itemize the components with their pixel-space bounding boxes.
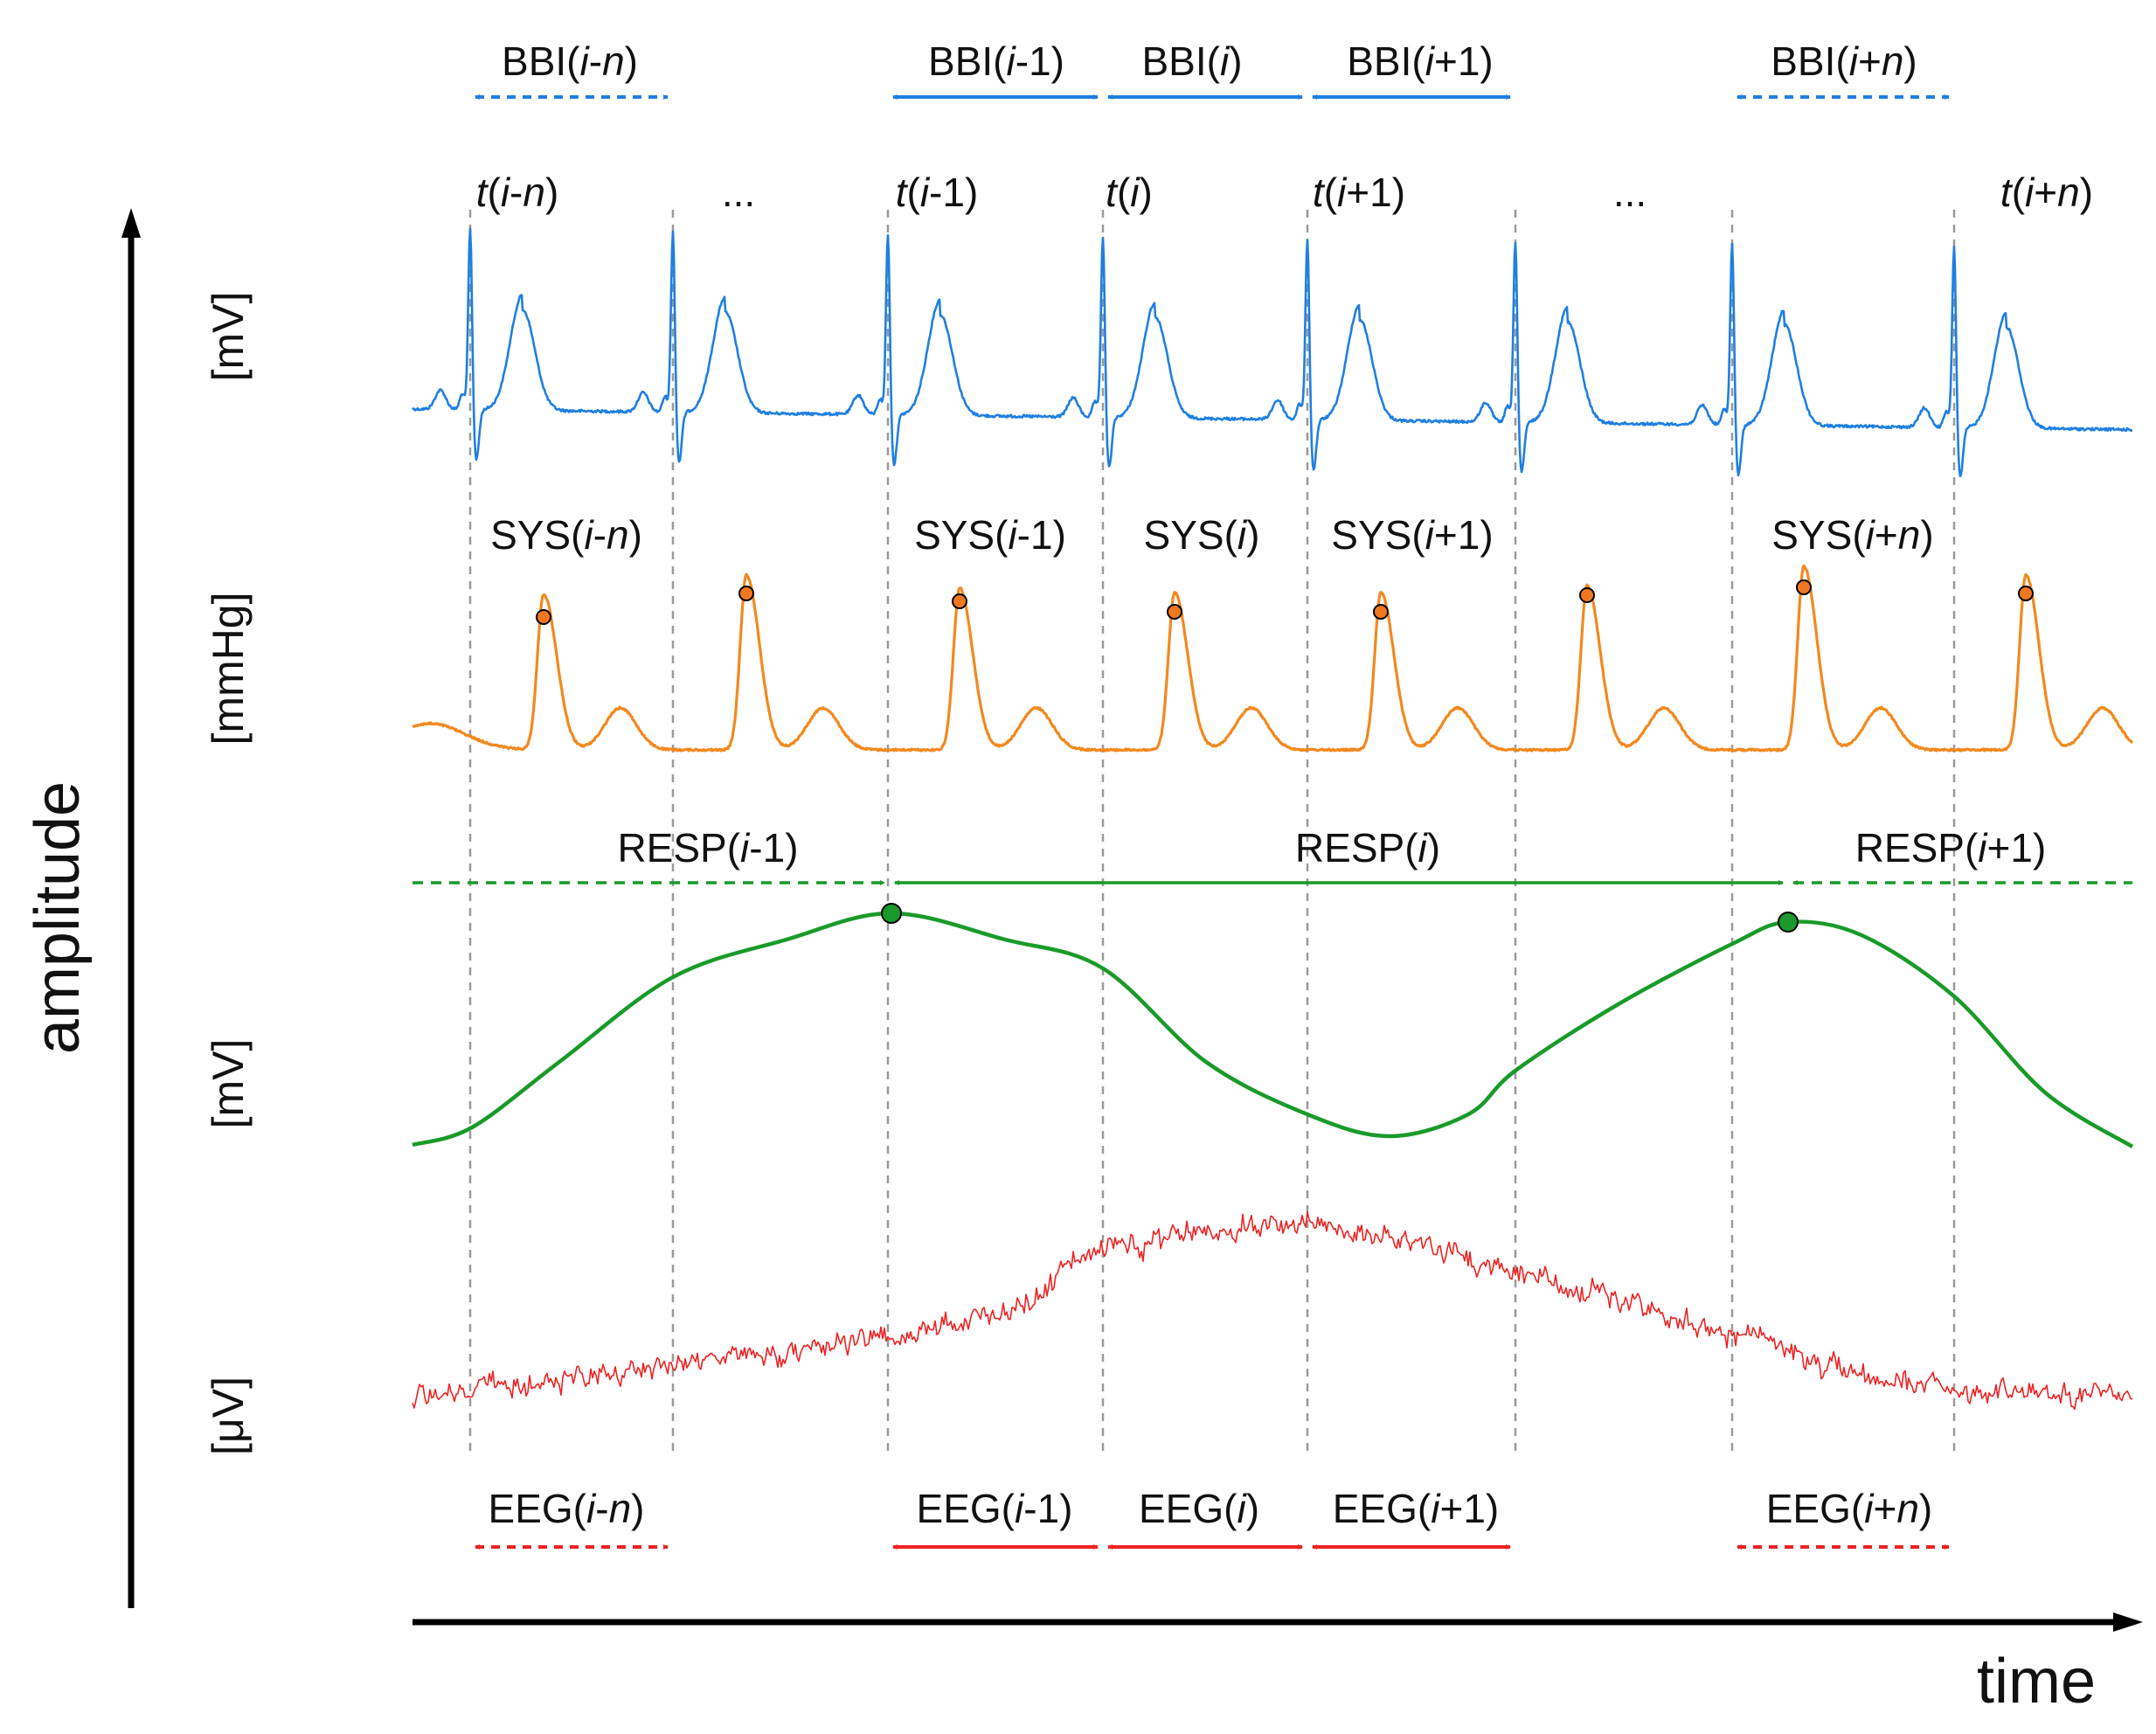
eeg-unit-label: [μV] (204, 1377, 253, 1455)
ecg-unit-label: [mV] (204, 292, 253, 382)
eeg-label-i-minus-1: EEG(i-1) (917, 1486, 1073, 1531)
bbi-label-i-plus-1: BBI(i+1) (1347, 38, 1494, 84)
eeg-trace (412, 1211, 2133, 1411)
respiration-trace (412, 911, 2134, 1148)
sys-label-i-minus-1: SYS(i-1) (914, 512, 1066, 558)
eeg-label-i-minus-n: EEG(i-n) (489, 1486, 645, 1531)
systolic-peak-markers (536, 579, 2034, 625)
resp-peak-marker (1778, 912, 1799, 933)
sys-label-i: SYS(i) (1144, 512, 1260, 558)
systolic-peak-marker (536, 609, 551, 625)
ecg-trace (412, 227, 2133, 478)
resp-peak-marker (881, 903, 902, 924)
resp-unit-label: [mV] (204, 1039, 253, 1129)
systolic-peak-marker (1373, 604, 1389, 620)
eeg-label-i-plus-n: EEG(i+n) (1766, 1486, 1933, 1531)
time-marker-i-minus-1: t(i-1) (896, 170, 979, 215)
time-ellipsis-left: ... (722, 170, 755, 215)
bbi-label-i-minus-n: BBI(i-n) (502, 38, 638, 84)
bbi-label-i-minus-1: BBI(i-1) (928, 38, 1064, 84)
y-axis-arrowhead (121, 208, 141, 238)
time-marker-i-plus-n: t(i+n) (2000, 170, 2093, 215)
eeg-label-i-plus-1: EEG(i+1) (1333, 1486, 1500, 1531)
systolic-peak-marker (738, 586, 754, 601)
bp-trace (412, 564, 2134, 753)
systolic-peak-marker (952, 593, 967, 609)
time-marker-i-minus-n: t(i-n) (476, 170, 559, 215)
x-axis-arrowhead (2113, 1613, 2143, 1632)
x-axis-title: time (1977, 1647, 2096, 1717)
systolic-peak-marker (1167, 604, 1182, 620)
eeg-label-i: EEG(i) (1139, 1486, 1259, 1531)
systolic-peak-marker (2018, 586, 2034, 601)
resp-label-i: RESP(i) (1295, 825, 1440, 870)
time-ellipsis-right: ... (1613, 170, 1646, 215)
resp-label-i-plus-1: RESP(i+1) (1855, 825, 2047, 870)
bp-unit-label: [mmHg] (204, 593, 253, 746)
systolic-peak-marker (1796, 579, 1812, 595)
time-marker-i-plus-1: t(i+1) (1313, 170, 1405, 215)
systolic-peak-marker (1579, 587, 1595, 603)
y-axis-title: amplitude (23, 781, 93, 1054)
sys-label-i-minus-n: SYS(i-n) (490, 512, 642, 558)
time-marker-i: t(i) (1106, 170, 1153, 215)
resp-label-i-minus-1: RESP(i-1) (617, 825, 798, 870)
sys-label-i-plus-1: SYS(i+1) (1331, 512, 1493, 558)
sys-label-i-plus-n: SYS(i+n) (1771, 512, 1933, 558)
bbi-label-i-plus-n: BBI(i+n) (1771, 38, 1917, 84)
bbi-label-i: BBI(i) (1141, 38, 1242, 84)
